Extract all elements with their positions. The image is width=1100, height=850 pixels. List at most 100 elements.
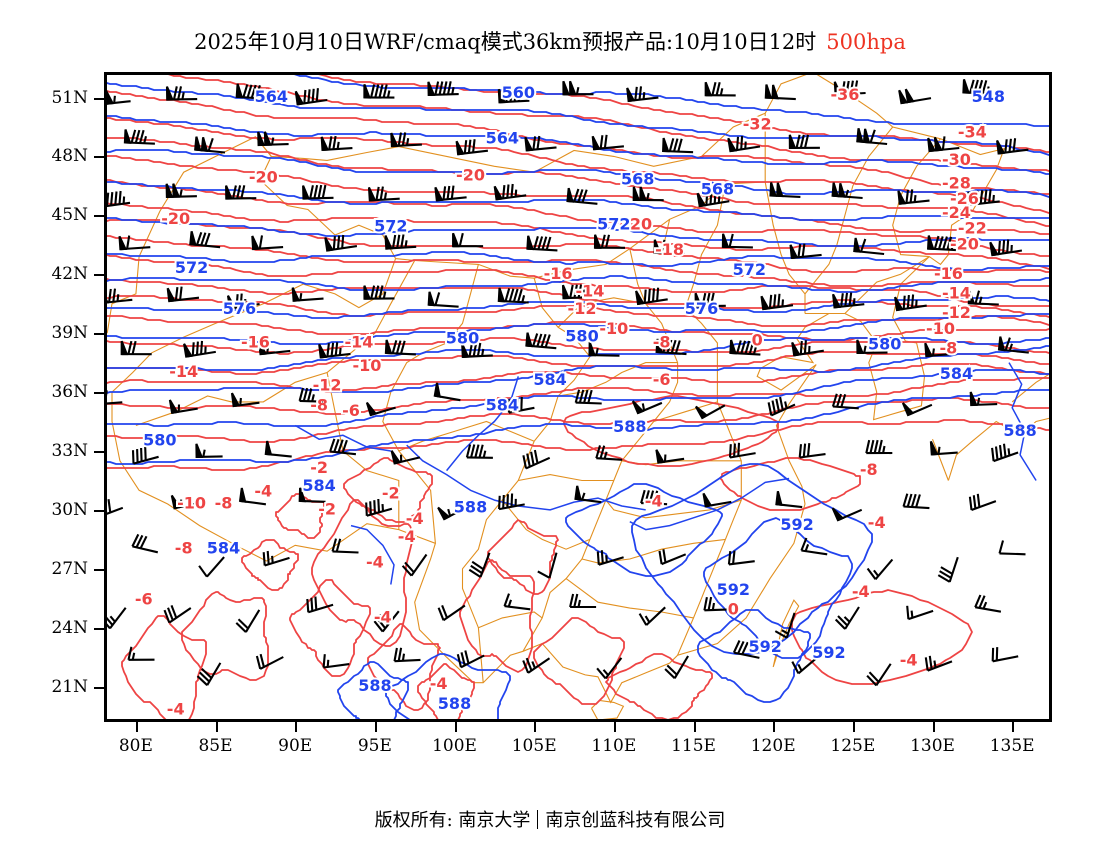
temperature-contour-closed [343,457,433,523]
wind-barb [226,293,260,310]
barb-half [603,451,608,459]
x-tick [773,722,776,732]
temperature-contour-label-halo: -34 [958,122,987,141]
wind-barb [522,449,551,470]
barb-full [979,190,984,204]
wind-barb [968,493,997,511]
x-tick-label: 135E [989,736,1035,756]
barb-flag [788,134,797,149]
temperature-contour-label: -24 [942,203,971,222]
barb-full [732,640,741,654]
wind-barb [967,290,999,306]
barb-flag [933,136,943,152]
wind-barb [856,128,888,146]
barb-full [262,552,266,566]
x-tick-label: 115E [671,736,716,756]
barb-full [303,89,307,104]
barb-flag [324,237,334,252]
height-contour-minor [1008,362,1037,481]
temperature-contour-label: -12 [313,376,342,395]
barb-shaft [971,500,997,511]
barb-full [537,236,544,250]
temperature-contour-closed [289,579,371,677]
wind-barb [894,294,927,312]
wind-barb [562,80,594,96]
barb-full [541,236,548,250]
barb-full [336,235,341,249]
wind-barb [170,494,201,510]
barb-flag [989,241,999,257]
wind-barb [365,401,396,417]
temperature-contour-label: -14 [575,281,604,300]
barb-full [401,565,413,577]
boundary-line [138,72,814,257]
temperature-contour-label: -8 [653,333,671,352]
temperature-contour-label-halo: -14 [575,281,604,300]
barb-full [1002,443,1007,458]
barb-full [470,444,476,458]
barb-full [200,340,204,355]
barb-half [642,91,646,100]
barb-full [373,500,376,514]
temperature-contour-label: -30 [942,150,971,169]
barb-half [581,492,586,501]
barb-full [906,295,910,309]
barb-full [707,596,713,611]
temperature-contour-label-halo: -4 [167,700,185,719]
temperature-contour-label: 0 [728,600,739,619]
barb-full [144,446,147,461]
temperature-contour-label: -28 [942,173,971,192]
x-tick [374,722,377,732]
barb-full [136,449,139,463]
barb-full [1006,239,1010,253]
barb-flag [631,400,645,415]
wind-barb [969,391,998,407]
wind-barb [238,487,267,506]
barb-full [940,566,953,575]
barb-full [840,293,844,307]
wind-barb [168,399,198,415]
wind-barb [393,647,421,663]
barb-full [131,533,140,547]
barb-full [134,129,141,144]
barb-flag [924,342,933,358]
barb-full [198,565,208,578]
barb-full [434,81,440,95]
barb-half [143,136,148,144]
wind-barb [437,604,466,622]
barb-full [737,442,741,457]
temperature-contour-label: -16 [544,264,573,283]
barb-flag [363,285,372,300]
barb-flag [172,183,181,198]
wind-barb [866,558,894,580]
barb-full [767,402,773,416]
height-contour-label-halo: 592 [812,643,845,662]
wind-barb [574,485,602,504]
barb-flag [832,293,842,309]
barb-full [522,660,530,674]
temperature-contour-label-halo: 0 [752,331,763,350]
barb-full [468,568,482,578]
temperature-contour-label: -32 [743,115,772,134]
temperature-contour-label: -4 [366,552,384,571]
barb-flag [721,233,730,248]
wind-barb [997,336,1029,354]
wind-barb [373,610,400,633]
barb-full [728,233,734,248]
barb-full [988,189,992,203]
barb-full [711,82,717,96]
barb-full [237,618,249,630]
y-tick-label: 21N [51,676,88,697]
temperature-contour-label-halo: -8 [860,460,878,479]
boundary-line [111,72,1006,704]
barb-flag [962,79,970,94]
temperature-contour-label-halo: -12 [942,303,971,322]
barb-full [909,189,914,203]
barb-full [163,609,171,623]
temperature-contour [104,419,1052,471]
barb-flag [831,182,840,198]
temperature-contour-label: -8 [860,460,878,479]
y-tick-label: 42N [51,264,88,285]
barb-half [844,189,850,198]
barb-full [581,284,587,298]
